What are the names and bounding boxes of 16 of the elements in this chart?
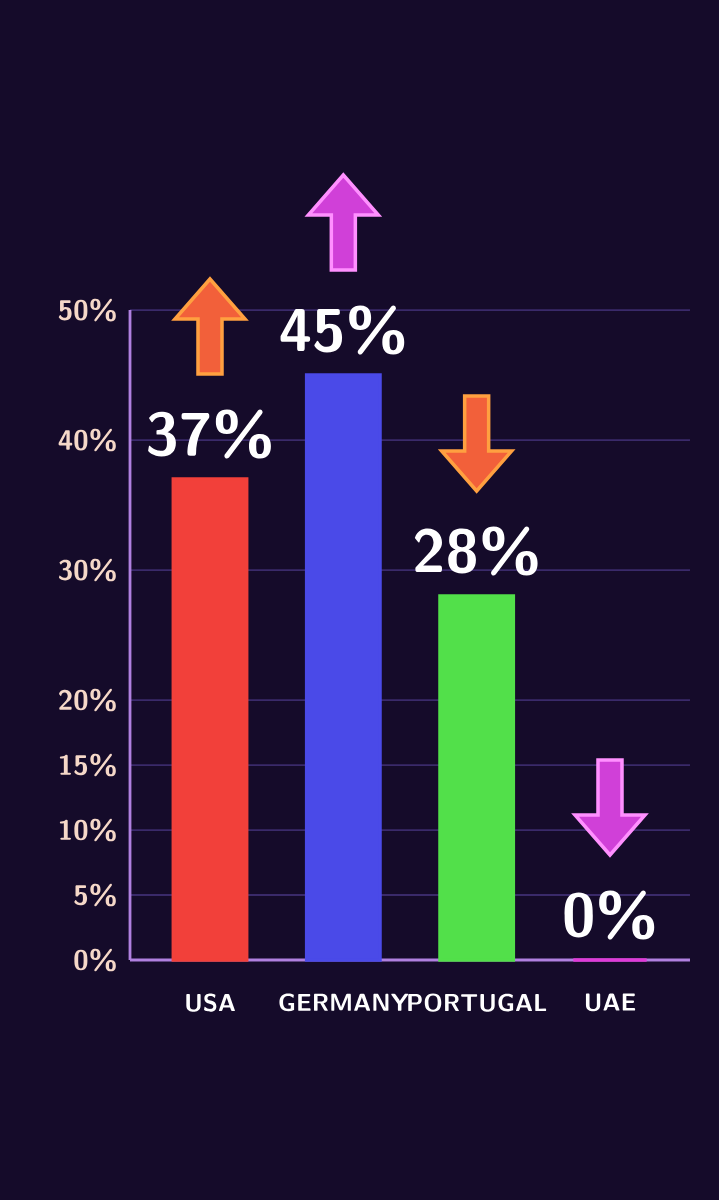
- data-label: 37%: [148, 409, 271, 459]
- data-label: 45%: [280, 305, 405, 355]
- y-tick-label: 0%: [74, 948, 116, 972]
- y-tick-label: 50%: [58, 298, 116, 322]
- x-tick-label: GERMANY: [279, 993, 409, 1012]
- data-label: 0%: [564, 890, 655, 940]
- y-tick-label: 30%: [58, 558, 116, 582]
- x-tick-label: PORTUGAL: [408, 993, 547, 1012]
- x-tick-label: USA: [186, 993, 235, 1012]
- y-tick-label: 10%: [59, 818, 116, 842]
- x-tick-label: UAE: [585, 993, 636, 1012]
- y-tick-label: 20%: [58, 688, 116, 712]
- y-tick-label: 15%: [59, 753, 116, 777]
- y-tick-label: 40%: [58, 428, 116, 452]
- data-label: 28%: [414, 526, 538, 576]
- y-tick-label: 5%: [74, 883, 116, 907]
